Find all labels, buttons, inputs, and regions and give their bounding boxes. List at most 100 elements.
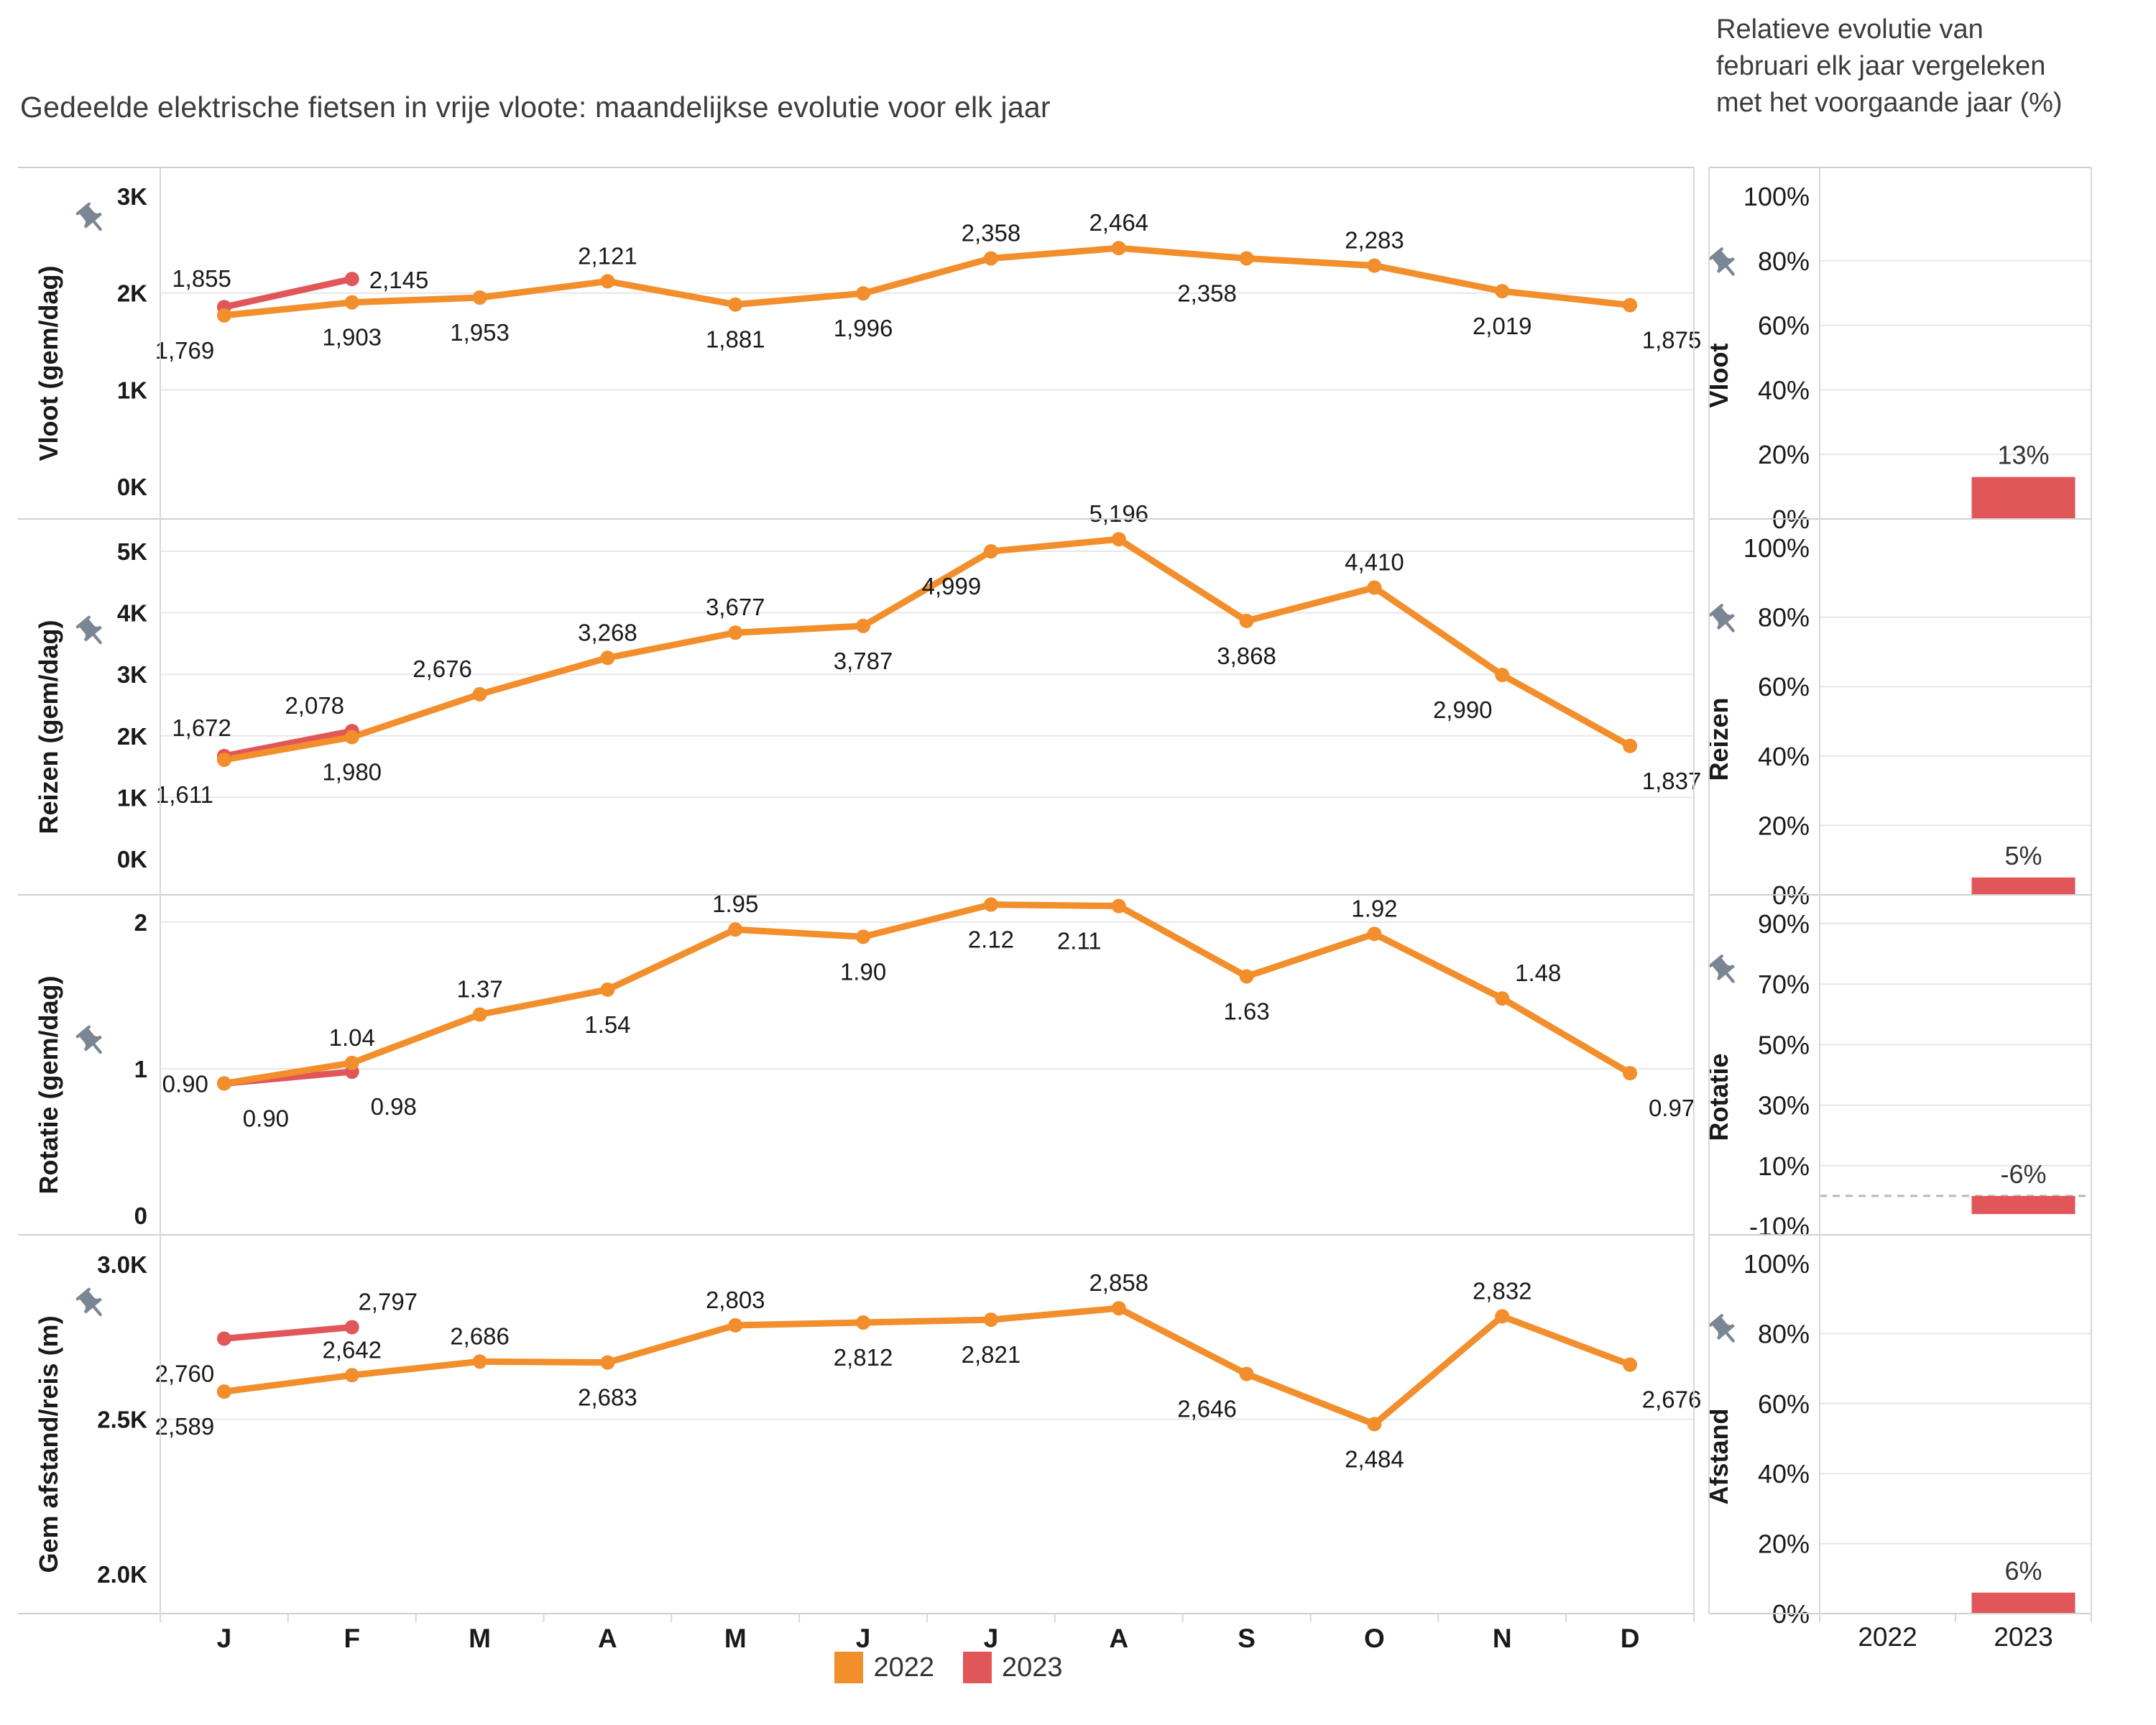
data-point-2022[interactable]	[1623, 298, 1638, 313]
x-axis-month-label: M	[469, 1624, 491, 1653]
y-tick-label: -10%	[1749, 1212, 1810, 1241]
data-point-2022[interactable]	[983, 251, 998, 266]
data-point-2022[interactable]	[600, 274, 615, 289]
data-point-2022[interactable]	[600, 1355, 615, 1370]
data-label: 2,812	[834, 1344, 893, 1371]
pushpin-icon[interactable]	[1707, 246, 1743, 282]
data-label: 2,283	[1345, 227, 1404, 254]
data-label: 2,589	[155, 1413, 215, 1440]
data-point-2022[interactable]	[1495, 284, 1510, 299]
data-label: 1,672	[172, 714, 231, 741]
data-label: 4,999	[922, 573, 982, 599]
y-tick-label: 0	[134, 1202, 147, 1229]
data-label: 2,358	[962, 219, 1021, 246]
bar[interactable]	[1971, 877, 2076, 895]
data-point-2022[interactable]	[1623, 738, 1638, 753]
y-tick-label: 3K	[117, 183, 147, 210]
data-point-2022[interactable]	[472, 1354, 487, 1369]
y-tick-label: 60%	[1758, 1389, 1810, 1419]
data-point-2022[interactable]	[1367, 926, 1382, 942]
data-point-2022[interactable]	[216, 308, 231, 323]
data-label: 1,611	[156, 781, 213, 808]
data-point-2023[interactable]	[344, 272, 359, 287]
legend-item-2022[interactable]: 2022	[834, 1652, 934, 1683]
x-axis-year-label: 2023	[1994, 1622, 2053, 1652]
y-tick-label: 40%	[1758, 742, 1810, 771]
data-point-2022[interactable]	[728, 297, 743, 312]
data-point-2022[interactable]	[600, 982, 615, 997]
data-point-2022[interactable]	[1495, 668, 1510, 683]
data-point-2022[interactable]	[1367, 258, 1382, 273]
data-point-2022[interactable]	[728, 922, 743, 937]
data-label: 1.63	[1223, 998, 1269, 1024]
pushpin-icon[interactable]	[1707, 953, 1743, 990]
pushpin-icon[interactable]	[74, 614, 110, 650]
data-point-2022[interactable]	[856, 286, 871, 301]
y-tick-label: 40%	[1758, 375, 1810, 405]
bar[interactable]	[1971, 477, 2076, 519]
pushpin-icon[interactable]	[1707, 1312, 1743, 1349]
data-point-2022[interactable]	[472, 686, 487, 702]
row-axis-title: Reizen (gem/dag)	[34, 620, 63, 834]
data-label: 2.12	[968, 926, 1014, 953]
bar[interactable]	[1971, 1592, 2076, 1614]
x-axis-month-label: D	[1621, 1624, 1640, 1653]
data-point-2022[interactable]	[344, 1368, 359, 1383]
line-2022	[221, 244, 1634, 319]
y-tick-label: 1K	[117, 377, 147, 403]
data-point-2022[interactable]	[1239, 613, 1254, 628]
data-label: 1,769	[155, 337, 215, 364]
data-point-2022[interactable]	[983, 897, 998, 912]
data-point-2022[interactable]	[1623, 1357, 1638, 1372]
data-point-2022[interactable]	[600, 650, 615, 666]
data-point-2022[interactable]	[344, 730, 359, 745]
data-point-2022[interactable]	[216, 1076, 231, 1091]
data-label: 2,464	[1089, 209, 1148, 236]
data-point-2022[interactable]	[216, 1384, 231, 1399]
data-label: 4,410	[1345, 549, 1404, 576]
pushpin-icon[interactable]	[74, 201, 110, 237]
pushpin-icon[interactable]	[1707, 602, 1743, 639]
legend-item-2023[interactable]: 2023	[963, 1652, 1063, 1683]
data-point-2022[interactable]	[1367, 580, 1382, 595]
x-axis-month-label: O	[1364, 1624, 1385, 1653]
data-point-2022[interactable]	[983, 1312, 998, 1328]
data-point-2022[interactable]	[1495, 1309, 1510, 1324]
data-point-2022[interactable]	[1111, 1301, 1126, 1316]
pushpin-icon[interactable]	[74, 1024, 110, 1060]
data-point-2022[interactable]	[1111, 898, 1126, 914]
bar-value-label: -6%	[2000, 1159, 2046, 1189]
data-point-2022[interactable]	[856, 618, 871, 633]
data-point-2023[interactable]	[216, 1331, 231, 1346]
data-point-2022[interactable]	[1623, 1066, 1638, 1081]
y-tick-label: 60%	[1758, 311, 1810, 341]
data-point-2022[interactable]	[983, 544, 998, 559]
data-point-2022[interactable]	[1239, 251, 1254, 266]
data-label: 1,996	[834, 315, 893, 341]
data-point-2022[interactable]	[728, 1317, 743, 1333]
data-point-2022[interactable]	[216, 753, 231, 768]
data-point-2022[interactable]	[1239, 1366, 1254, 1381]
data-point-2022[interactable]	[728, 625, 743, 640]
data-point-2022[interactable]	[856, 929, 871, 944]
y-tick-label: 70%	[1758, 970, 1810, 999]
data-point-2023[interactable]	[344, 1320, 359, 1335]
bar[interactable]	[1971, 1195, 2076, 1215]
data-point-2022[interactable]	[1111, 241, 1126, 256]
data-point-2022[interactable]	[1239, 969, 1254, 984]
data-label: 3,677	[706, 594, 765, 620]
data-point-2022[interactable]	[1495, 991, 1510, 1006]
bar-value-label: 13%	[1997, 441, 2049, 470]
pushpin-icon[interactable]	[74, 1286, 110, 1322]
data-label: 1,903	[322, 324, 382, 351]
data-label: 1.92	[1351, 895, 1397, 921]
data-point-2022[interactable]	[1111, 532, 1126, 547]
data-label: 2,676	[413, 656, 472, 682]
data-point-2022[interactable]	[472, 1007, 487, 1022]
data-point-2022[interactable]	[472, 290, 487, 305]
data-point-2022[interactable]	[1367, 1417, 1382, 1432]
data-point-2022[interactable]	[344, 295, 359, 310]
y-tick-label: 100%	[1743, 1249, 1810, 1279]
data-point-2022[interactable]	[856, 1315, 871, 1330]
data-point-2022[interactable]	[344, 1055, 359, 1070]
